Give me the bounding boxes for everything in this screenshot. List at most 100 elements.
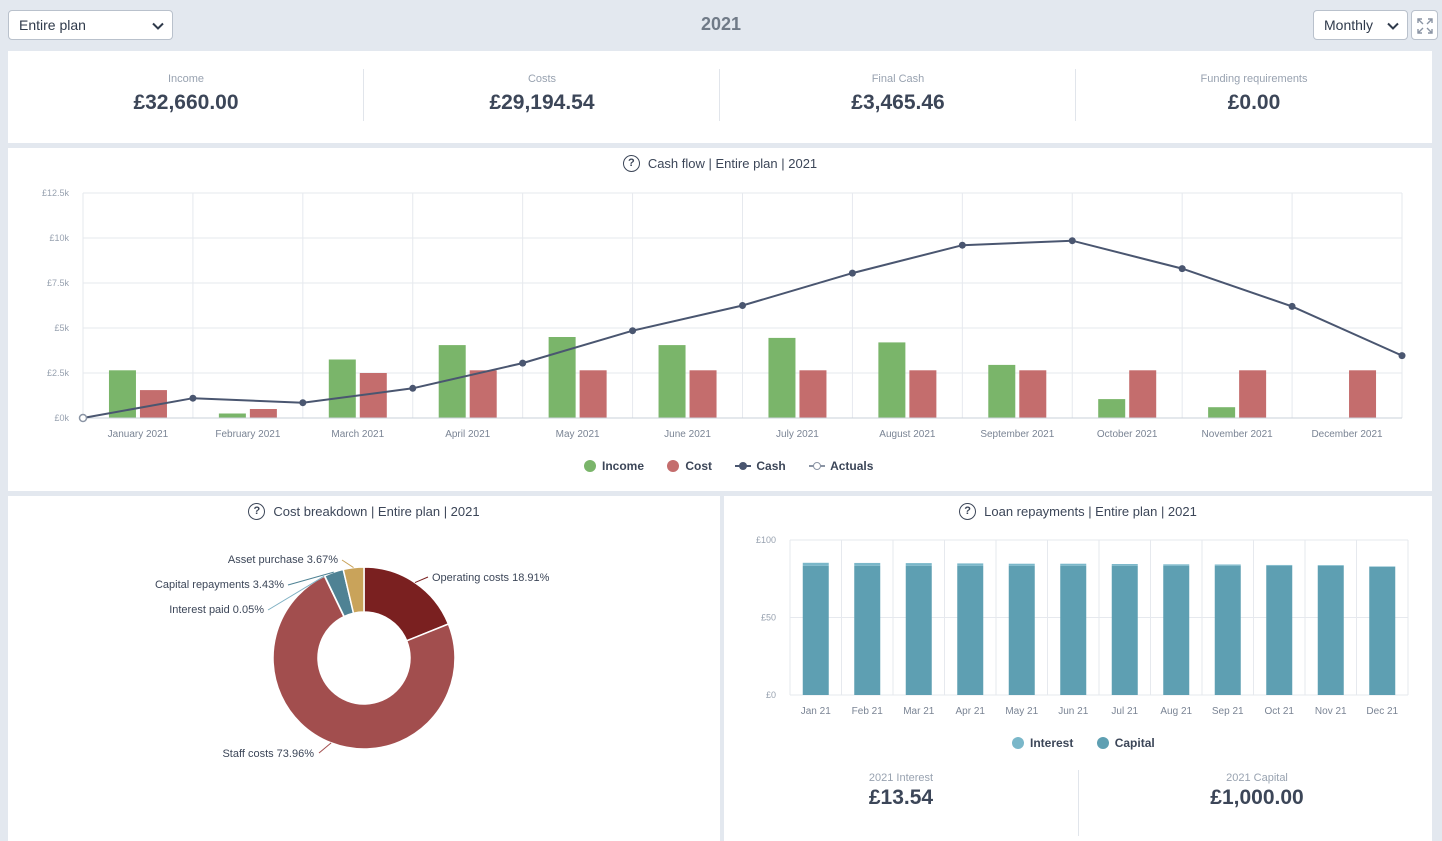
x-tick-label: Jan 21 — [801, 706, 831, 717]
legend-line-icon — [735, 460, 752, 472]
divider — [719, 69, 720, 121]
x-tick-label: May 21 — [1005, 706, 1038, 717]
legend-label: Interest — [1030, 736, 1074, 750]
period-select-value: Monthly — [1324, 17, 1374, 33]
kpi-value: £1,000.00 — [1210, 786, 1304, 809]
cash-point — [739, 302, 746, 309]
kpi-summary: Income £32,660.00 Costs £29,194.54 Final… — [8, 51, 1432, 143]
interest-bar — [957, 563, 984, 566]
capital-bar — [802, 565, 829, 695]
actuals-point — [78, 413, 88, 423]
cost-bar — [689, 370, 717, 418]
kpi-final-cash: Final Cash £3,465.46 — [720, 51, 1076, 143]
kpi-label: Costs — [527, 73, 557, 85]
period-select[interactable]: Monthly — [1313, 10, 1408, 40]
capital-bar — [905, 565, 932, 695]
x-tick-label: December 2021 — [1311, 429, 1383, 440]
x-tick-label: September 2021 — [980, 429, 1054, 440]
slice-connector — [267, 575, 325, 611]
x-tick-label: Jul 21 — [1111, 706, 1138, 717]
y-tick-label: £7.5k — [47, 278, 70, 288]
cost-breakdown-panel: ? Cost breakdown | Entire plan | 2021 Ope… — [8, 496, 720, 841]
cash-point — [1068, 237, 1076, 245]
loan-capital-kpi: 2021 Capital £1,000.00 — [1080, 766, 1434, 810]
y-tick-label: £2.5k — [47, 368, 70, 378]
slice-connector — [414, 576, 429, 584]
cash-point — [629, 327, 637, 335]
legend-interest[interactable]: Interest — [1012, 736, 1073, 750]
cost-breakdown-title: ? Cost breakdown | Entire plan | 2021 — [8, 503, 720, 521]
y-tick-label: £100 — [756, 535, 776, 545]
help-icon[interactable]: ? — [248, 503, 266, 521]
y-tick-label: £0 — [766, 690, 776, 700]
cashflow-legend: Income Cost Cash Actuals — [584, 459, 893, 473]
capital-bar — [854, 565, 881, 695]
kpi-label: 2021 Capital — [1226, 772, 1288, 784]
donut-slice — [272, 575, 456, 750]
y-tick-label: £0k — [54, 413, 69, 423]
fullscreen-button[interactable] — [1411, 10, 1438, 40]
income-bar — [1208, 407, 1236, 418]
chevron-down-icon — [1387, 22, 1399, 30]
cash-point — [299, 399, 307, 407]
loan-interest-kpi: 2021 Interest £13.54 — [724, 766, 1078, 810]
cost-bar — [1349, 370, 1377, 418]
cash-point — [1288, 302, 1296, 310]
chevron-down-icon — [152, 22, 164, 30]
x-tick-label: Dec 21 — [1366, 706, 1398, 717]
plan-select[interactable]: Entire plan — [8, 10, 173, 40]
x-tick-label: Apr 21 — [956, 706, 986, 717]
cost-bar — [799, 370, 827, 418]
cashflow-panel: ? Cash flow | Entire plan | 2021 £0k £2.5k… — [8, 148, 1432, 491]
loan-repayments-chart: £0 £50 £100 Jan 21 Feb 21 Mar 21 Apr 21 May 21 J… — [756, 535, 1409, 717]
loan-repayments-title-text: Loan repayments | Entire plan | 2021 — [984, 504, 1197, 520]
legend-actuals[interactable]: Actuals — [809, 459, 873, 473]
legend-cost[interactable]: Cost — [667, 459, 712, 473]
help-icon[interactable]: ? — [959, 503, 977, 521]
kpi-label: Final Cash — [871, 73, 925, 85]
capital-bar — [1008, 565, 1035, 695]
cash-point — [848, 269, 856, 277]
legend-income[interactable]: Income — [584, 459, 644, 473]
divider — [1075, 69, 1076, 121]
x-tick-label: Aug 21 — [1160, 706, 1192, 717]
slice-label: Interest paid 0.05% — [169, 604, 264, 616]
x-tick-label: Feb 21 — [852, 706, 884, 717]
loan-legend: Interest Capital — [1012, 736, 1175, 750]
legend-capital[interactable]: Capital — [1096, 736, 1155, 750]
x-tick-label: February 2021 — [215, 429, 280, 440]
capital-bar — [1317, 565, 1344, 695]
y-tick-label: £5k — [54, 323, 69, 333]
income-bar — [328, 359, 356, 418]
legend-line-icon — [809, 460, 826, 472]
x-tick-label: Mar 21 — [903, 706, 935, 717]
kpi-label: Funding requirements — [1200, 73, 1308, 85]
help-icon[interactable]: ? — [622, 155, 640, 173]
income-bar — [1098, 399, 1126, 418]
interest-bar — [1163, 564, 1190, 566]
income-bar — [878, 342, 906, 418]
x-tick-label: Oct 21 — [1265, 706, 1295, 717]
legend-cash[interactable]: Cash — [735, 459, 786, 473]
income-bar — [658, 345, 686, 418]
interest-bar — [1214, 564, 1241, 566]
cashflow-chart: £0k £2.5k £5k £7.5k £10k £12.5k January 2021 Fe… — [42, 188, 1406, 440]
y-tick-label: £12.5k — [42, 188, 70, 198]
kpi-value: £29,194.54 — [489, 91, 595, 114]
interest-bar — [905, 563, 932, 566]
kpi-costs: Costs £29,194.54 — [364, 51, 720, 143]
legend-dot-icon — [584, 460, 596, 472]
kpi-value: £32,660.00 — [133, 91, 239, 114]
income-bar — [218, 413, 246, 418]
capital-bar — [1060, 565, 1087, 695]
x-tick-label: May 2021 — [556, 429, 600, 440]
slice-connector — [341, 559, 354, 569]
divider — [1078, 770, 1079, 836]
page-title: 2021 — [700, 14, 742, 34]
cost-bar — [1239, 370, 1267, 418]
capital-bar — [1369, 566, 1396, 695]
cost-breakdown-chart: Operating costs 18.91% Staff costs 73.96%… — [155, 554, 550, 760]
legend-dot-icon — [667, 460, 680, 472]
kpi-funding: Funding requirements £0.00 — [1076, 51, 1432, 143]
kpi-label: 2021 Interest — [868, 772, 934, 784]
